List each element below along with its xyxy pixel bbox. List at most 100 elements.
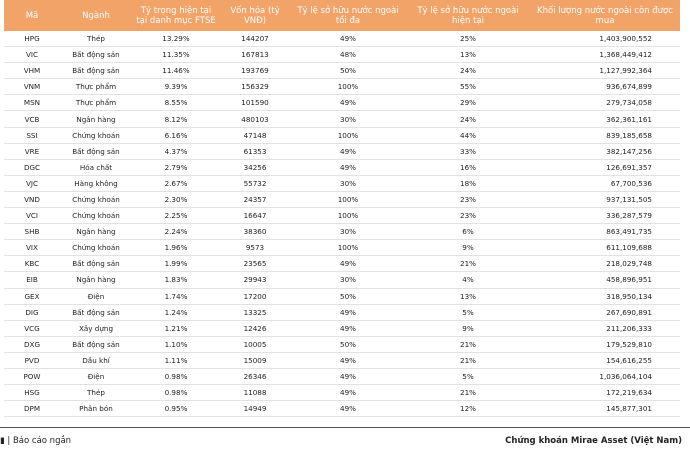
table-cell: 1.11%: [132, 352, 220, 369]
table-cell: VRE: [4, 143, 60, 160]
header-cell: Khối lượng nước ngoài còn được mua: [530, 0, 680, 31]
table-cell: HPG: [4, 31, 60, 48]
table-cell: 9%: [406, 320, 530, 337]
table-cell: POW: [4, 368, 60, 386]
table-cell: Ngân hàng: [60, 110, 132, 128]
table-cell: 18%: [406, 175, 530, 192]
table-cell: 211,206,333: [530, 320, 680, 337]
table-cell: EIB: [4, 271, 60, 289]
table-cell: 1,036,064,104: [530, 368, 680, 386]
table-cell: Hàng không: [60, 175, 132, 192]
table-cell: 21%: [406, 352, 530, 369]
table-cell: Dầu khí: [60, 352, 132, 369]
table-cell: 0.98%: [132, 368, 220, 386]
table-cell: Thực phẩm: [60, 94, 132, 112]
table-cell: 49%: [290, 143, 406, 160]
table-cell: 24%: [406, 62, 530, 80]
table-cell: 13325: [220, 304, 290, 321]
table-cell: Thực phẩm: [60, 78, 132, 96]
table-cell: 4.37%: [132, 143, 220, 160]
table-cell: 49%: [290, 159, 406, 176]
table-cell: 318,950,134: [530, 288, 680, 305]
table-cell: GEX: [4, 288, 60, 305]
table-cell: 50%: [290, 288, 406, 305]
table-cell: 1,368,449,412: [530, 46, 680, 64]
table-row: GEX Điện 1.74% 17200 50% 13% 318,950,134: [4, 288, 680, 305]
table-cell: 30%: [290, 175, 406, 192]
table-cell: 55732: [220, 175, 290, 192]
table-cell: VIX: [4, 239, 60, 257]
table-cell: Thép: [60, 31, 132, 48]
table-row: VHM Bất động sản 11.46% 193769 50% 24% 1,127,9…: [4, 62, 680, 80]
table-cell: 49%: [290, 368, 406, 386]
table-cell: Bất động sản: [60, 255, 132, 273]
table-cell: 24357: [220, 191, 290, 209]
table-row: DPM Phân bón 0.95% 14949 49% 12% 145,877,301: [4, 400, 680, 418]
table-cell: 336,287,579: [530, 207, 680, 225]
table-cell: 156329: [220, 78, 290, 96]
table-cell: 38360: [220, 223, 290, 241]
table-cell: 1.96%: [132, 239, 220, 257]
table-cell: 12%: [406, 400, 530, 418]
table-cell: VCB: [4, 110, 60, 128]
table-cell: 16%: [406, 159, 530, 176]
header-cell: Tỷ trọng hiện tại tại danh mục FTSE: [132, 0, 220, 31]
table-cell: Ngân hàng: [60, 271, 132, 289]
table-cell: 100%: [290, 78, 406, 96]
table-cell: 61353: [220, 143, 290, 160]
table-cell: SHB: [4, 223, 60, 241]
table-cell: 362,361,161: [530, 110, 680, 128]
table-cell: 13%: [406, 46, 530, 64]
table-cell: 863,491,735: [530, 223, 680, 241]
table-cell: 12426: [220, 320, 290, 337]
table-cell: 2.24%: [132, 223, 220, 241]
data-table: Mã Ngành Tỷ trọng hiện tại tại danh mục FT…: [4, 0, 680, 418]
table-cell: 1,127,992,364: [530, 62, 680, 80]
table-cell: 30%: [290, 223, 406, 241]
header-cell: Mã: [4, 0, 60, 31]
table-cell: 172,219,634: [530, 384, 680, 402]
table-row: VND Chứng khoán 2.30% 24357 100% 23% 937,131,5…: [4, 191, 680, 209]
table-cell: 14949: [220, 400, 290, 418]
table-cell: VCI: [4, 207, 60, 225]
table-cell: VND: [4, 191, 60, 209]
table-cell: 33%: [406, 143, 530, 160]
table-row: VCI Chứng khoán 2.25% 16647 100% 23% 336,287,5…: [4, 207, 680, 225]
table-cell: 126,691,357: [530, 159, 680, 176]
table-cell: Hóa chất: [60, 159, 132, 176]
table-cell: Chứng khoán: [60, 207, 132, 225]
table-cell: 23%: [406, 207, 530, 225]
table-cell: DXG: [4, 336, 60, 353]
table-cell: 5%: [406, 368, 530, 386]
table-cell: 1.74%: [132, 288, 220, 305]
table-cell: 21%: [406, 255, 530, 273]
table-cell: 49%: [290, 352, 406, 369]
table-cell: 100%: [290, 191, 406, 209]
table-cell: 49%: [290, 31, 406, 48]
table-cell: 50%: [290, 62, 406, 80]
table-cell: 382,147,256: [530, 143, 680, 160]
table-cell: 6%: [406, 223, 530, 241]
table-cell: 193769: [220, 62, 290, 80]
table-cell: Thép: [60, 384, 132, 402]
table-cell: KBC: [4, 255, 60, 273]
table-cell: 11.35%: [132, 46, 220, 64]
table-cell: 49%: [290, 400, 406, 418]
table-cell: 1,403,900,552: [530, 31, 680, 48]
table-cell: 279,734,058: [530, 94, 680, 112]
table-cell: DPM: [4, 400, 60, 418]
table-cell: 23565: [220, 255, 290, 273]
table-cell: 11088: [220, 384, 290, 402]
table-row: DIG Bất động sản 1.24% 13325 49% 5% 267,690,89…: [4, 304, 680, 321]
table-cell: Bất động sản: [60, 336, 132, 353]
table-cell: 154,616,255: [530, 352, 680, 369]
header-cell: Tỷ lệ sở hữu nước ngoài hiện tại: [406, 0, 530, 31]
table-row: DXG Bất động sản 1.10% 10005 50% 21% 179,529,8…: [4, 336, 680, 353]
table-cell: 49%: [290, 255, 406, 273]
table-cell: 21%: [406, 384, 530, 402]
table-cell: 17200: [220, 288, 290, 305]
table-cell: 23%: [406, 191, 530, 209]
table-cell: 2.79%: [132, 159, 220, 176]
header-cell: Ngành: [60, 0, 132, 31]
table-cell: Chứng khoán: [60, 191, 132, 209]
